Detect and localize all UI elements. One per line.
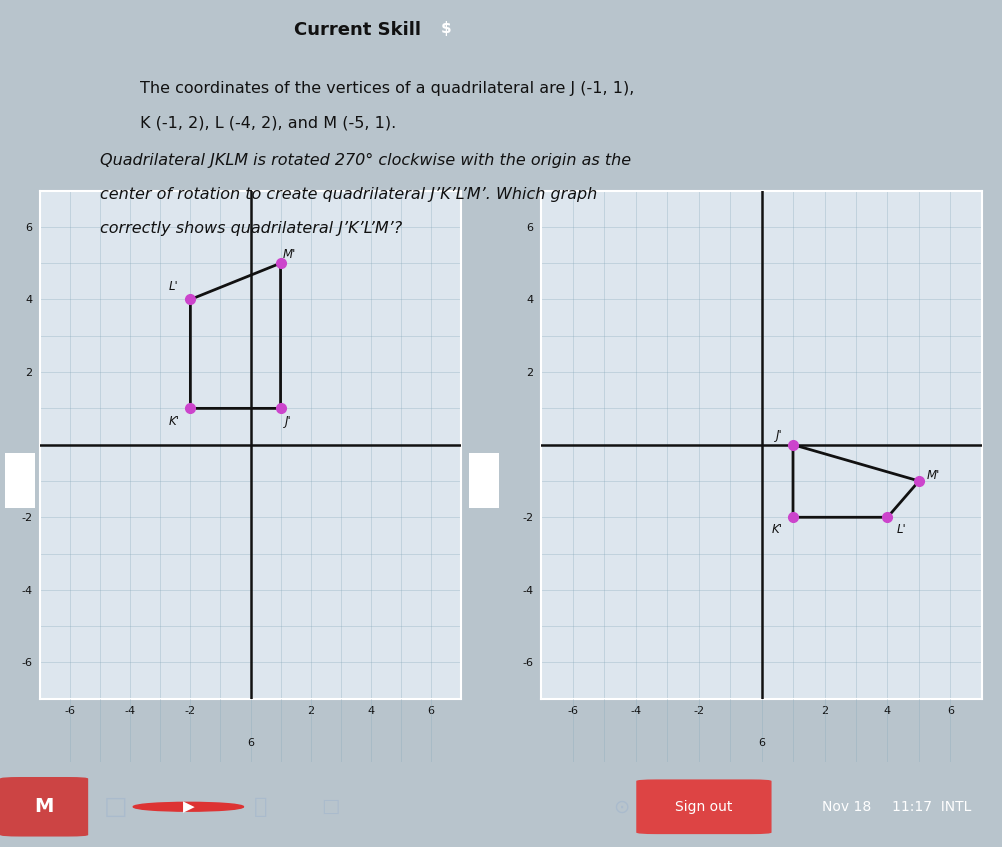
Text: center of rotation to create quadrilateral J’K’L’M’. Which graph: center of rotation to create quadrilater… xyxy=(100,187,597,202)
Text: 6: 6 xyxy=(759,739,765,748)
Circle shape xyxy=(133,802,243,811)
Text: Current Skill: Current Skill xyxy=(294,20,421,39)
Text: Nov 18: Nov 18 xyxy=(822,800,872,814)
Text: ⊙: ⊙ xyxy=(613,797,629,817)
Text: Quadrilateral JKLM is rotated 270° clockwise with the origin as the: Quadrilateral JKLM is rotated 270° clock… xyxy=(100,153,631,169)
Text: K': K' xyxy=(168,414,179,428)
FancyBboxPatch shape xyxy=(466,447,502,513)
Text: K': K' xyxy=(772,523,783,536)
Text: M': M' xyxy=(927,469,940,482)
Text: 6: 6 xyxy=(247,739,254,748)
Text: L': L' xyxy=(897,523,907,536)
Text: $: $ xyxy=(441,21,451,36)
Text: □: □ xyxy=(322,797,340,817)
Text: correctly shows quadrilateral J’K’L’M’?: correctly shows quadrilateral J’K’L’M’? xyxy=(100,221,403,236)
Text: J': J' xyxy=(285,414,292,428)
FancyBboxPatch shape xyxy=(636,779,772,834)
Text: Sign out: Sign out xyxy=(674,800,732,814)
Text: The coordinates of the vertices of a quadrilateral are J (-1, 1),: The coordinates of the vertices of a qua… xyxy=(140,81,634,97)
Text: M': M' xyxy=(283,247,297,261)
Text: ▶: ▶ xyxy=(182,800,194,814)
Text: □: □ xyxy=(103,794,127,819)
Text: K (-1, 2), L (-4, 2), and M (-5, 1).: K (-1, 2), L (-4, 2), and M (-5, 1). xyxy=(140,115,397,130)
Text: M: M xyxy=(34,797,54,817)
FancyBboxPatch shape xyxy=(2,447,38,513)
Text: L': L' xyxy=(169,280,178,293)
Text: ⧗: ⧗ xyxy=(254,797,268,817)
Text: J': J' xyxy=(776,429,783,442)
Text: 11:17  INTL: 11:17 INTL xyxy=(892,800,972,814)
FancyBboxPatch shape xyxy=(0,777,88,837)
